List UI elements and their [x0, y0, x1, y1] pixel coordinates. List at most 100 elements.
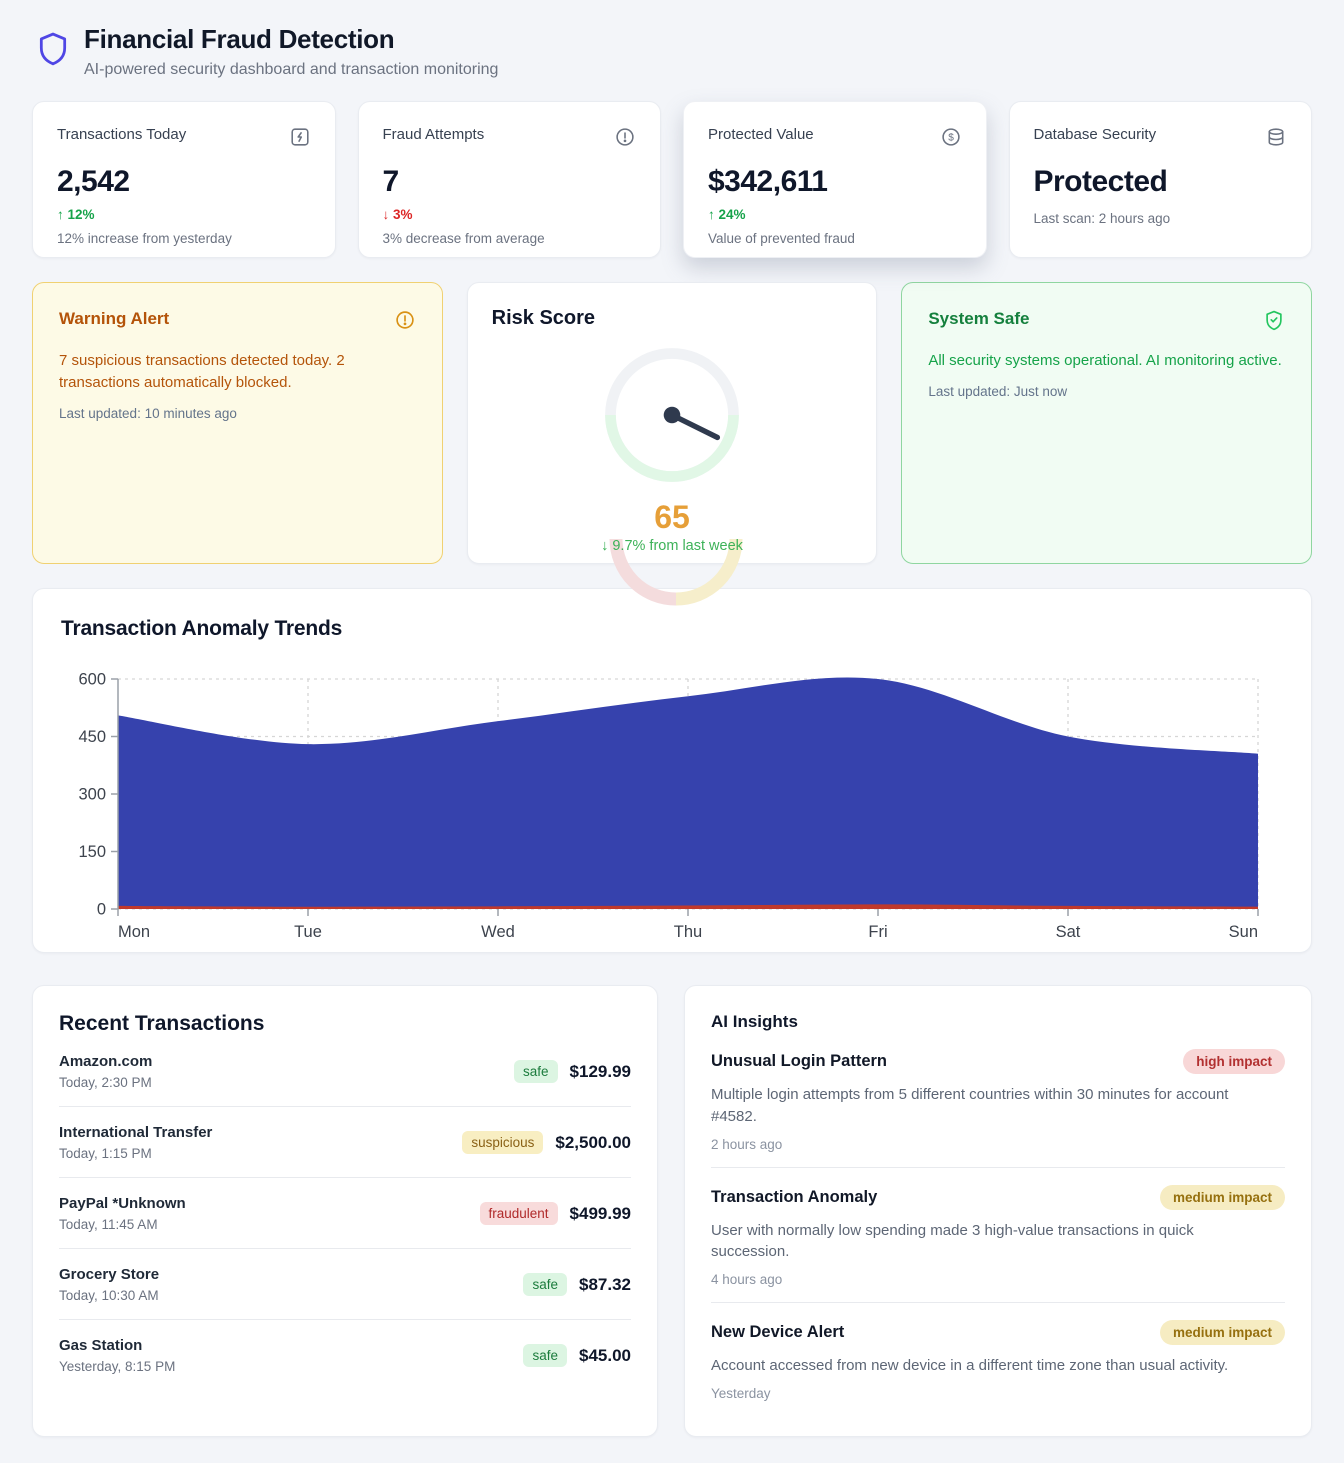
transaction-amount: $2,500.00 [555, 1132, 631, 1152]
insight-title: Transaction Anomaly [711, 1187, 878, 1206]
stat-card-protected-value[interactable]: Protected Value $ $342,611 ↑ 24% Value o… [683, 101, 987, 258]
chart-title: Transaction Anomaly Trends [61, 617, 343, 640]
shield-check-icon [1263, 309, 1285, 336]
svg-text:150: 150 [78, 843, 106, 861]
stat-caption: 3% decrease from average [382, 231, 545, 246]
warning-alert-title: Warning Alert [59, 309, 170, 328]
transaction-row[interactable]: Grocery Store Today, 10:30 AM safe $87.3… [59, 1249, 631, 1320]
gauge-hub [663, 406, 681, 424]
stat-delta: ↑ 24% [708, 207, 746, 222]
risk-score-title: Risk Score [491, 307, 596, 329]
stat-card-fraud-attempts[interactable]: Fraud Attempts 7 ↓ 3% 3% decrease from a… [357, 101, 661, 258]
insight-time: 2 hours ago [711, 1136, 783, 1152]
transaction-time: Today, 10:30 AM [59, 1288, 159, 1303]
system-safe-updated: Last updated: Just now [928, 383, 1068, 399]
page-title: Financial Fraud Detection [84, 24, 395, 54]
transaction-amount: $499.99 [569, 1203, 631, 1223]
ai-insights-panel: AI Insights Unusual Login Pattern high i… [684, 985, 1312, 1437]
transaction-time: Today, 1:15 PM [59, 1146, 152, 1161]
stat-caption: Last scan: 2 hours ago [1033, 211, 1171, 226]
stat-value: $342,611 [708, 165, 828, 198]
transactions-list: Amazon.com Today, 2:30 PM safe $129.99 I… [59, 1036, 631, 1390]
insight-item[interactable]: New Device Alert medium impact Account a… [711, 1303, 1285, 1416]
transaction-name: Gas Station [59, 1337, 143, 1354]
insight-item[interactable]: Transaction Anomaly medium impact User w… [711, 1168, 1285, 1303]
risk-gauge [492, 332, 853, 503]
svg-text:450: 450 [78, 728, 106, 746]
transaction-amount: $129.99 [569, 1061, 631, 1081]
system-safe-title: System Safe [928, 309, 1030, 328]
warning-alert-circle-icon [394, 309, 416, 336]
transaction-name: Amazon.com [59, 1053, 153, 1070]
risk-score-change: ↓ 9.7% from last week [601, 538, 743, 554]
gauge-needle [669, 412, 721, 441]
stat-delta: ↓ 3% [382, 207, 413, 222]
activity-square-icon [289, 126, 311, 153]
transaction-name: Grocery Store [59, 1266, 160, 1283]
system-safe-message: All security systems operational. AI mon… [928, 352, 1282, 369]
status-badge: safe [523, 1273, 567, 1296]
bottom-row: Recent Transactions Amazon.com Today, 2:… [32, 985, 1312, 1437]
stat-card-transactions-today[interactable]: Transactions Today 2,542 ↑ 12% 12% incre… [32, 101, 336, 258]
stat-label: Database Security [1033, 126, 1157, 143]
page-header: Financial Fraud Detection AI-powered sec… [32, 24, 1312, 79]
stat-value: 2,542 [57, 165, 130, 198]
stat-card-database-security[interactable]: Database Security Protected Last scan: 2… [1008, 101, 1312, 258]
insights-list: Unusual Login Pattern high impact Multip… [711, 1032, 1285, 1416]
transaction-row[interactable]: Amazon.com Today, 2:30 PM safe $129.99 [59, 1036, 631, 1107]
svg-text:Thu: Thu [674, 923, 702, 941]
risk-score-card: Risk Score 65 ↓ 9.7% from last week [466, 282, 878, 606]
dollar-circle-icon: $ [940, 126, 962, 153]
page-subtitle: AI-powered security dashboard and transa… [84, 61, 499, 78]
impact-badge: high impact [1183, 1049, 1285, 1074]
insight-body: User with normally low spending made 3 h… [711, 1221, 1194, 1261]
stat-label: Protected Value [708, 126, 814, 143]
svg-text:Tue: Tue [294, 923, 322, 941]
transaction-time: Today, 2:30 PM [59, 1075, 152, 1090]
stat-caption: Value of prevented fraud [708, 231, 855, 246]
warning-alert-updated: Last updated: 10 minutes ago [59, 405, 237, 421]
shield-icon [36, 30, 70, 75]
risk-score-value: 65 [654, 499, 690, 535]
stat-delta: ↑ 12% [57, 207, 95, 222]
recent-transactions-title: Recent Transactions [59, 1012, 265, 1035]
svg-text:Mon: Mon [118, 923, 150, 941]
insight-body: Account accessed from new device in a di… [711, 1357, 1229, 1374]
status-badge: suspicious [462, 1131, 544, 1154]
transaction-amount: $87.32 [579, 1274, 631, 1294]
stat-label: Transactions Today [57, 126, 187, 143]
warning-alert-message: 7 suspicious transactions detected today… [59, 352, 345, 391]
insight-title: New Device Alert [711, 1323, 845, 1341]
transaction-name: International Transfer [59, 1124, 213, 1141]
status-badge: safe [523, 1344, 567, 1367]
status-badge: fraudulent [479, 1202, 558, 1225]
svg-text:300: 300 [78, 786, 106, 804]
transaction-row[interactable]: Gas Station Yesterday, 8:15 PM safe $45.… [59, 1320, 631, 1390]
insight-title: Unusual Login Pattern [711, 1052, 888, 1070]
impact-badge: medium impact [1159, 1184, 1285, 1210]
database-icon [1265, 126, 1287, 153]
stat-value: Protected [1033, 165, 1168, 198]
svg-text:Sun: Sun [1229, 923, 1258, 941]
svg-text:$: $ [948, 132, 954, 143]
insight-time: 4 hours ago [711, 1272, 783, 1287]
stat-value: 7 [382, 165, 400, 198]
insight-time: Yesterday [711, 1385, 771, 1401]
system-safe-card: System Safe All security systems operati… [901, 282, 1312, 564]
anomaly-trends-card: Transaction Anomaly Trends 0 150 300 450 600… [32, 588, 1312, 953]
anomaly-chart-svg: 0 150 300 450 600 Mon Tue Wed Thu Fri Sat Sun [78, 671, 1259, 941]
transaction-time: Yesterday, 8:15 PM [59, 1359, 176, 1374]
stats-row: Transactions Today 2,542 ↑ 12% 12% incre… [32, 101, 1312, 258]
transaction-name: PayPal *Unknown [59, 1195, 186, 1212]
alerts-row: Warning Alert 7 suspicious transactions … [32, 282, 1312, 606]
svg-text:0: 0 [97, 901, 106, 919]
transaction-row[interactable]: PayPal *Unknown Today, 11:45 AM fraudule… [59, 1178, 631, 1249]
status-badge: safe [514, 1060, 558, 1083]
alert-circle-icon [614, 126, 636, 153]
warning-alert-card: Warning Alert 7 suspicious transactions … [32, 282, 443, 564]
svg-text:600: 600 [78, 671, 106, 689]
insight-item[interactable]: Unusual Login Pattern high impact Multip… [711, 1032, 1285, 1168]
transaction-amount: $45.00 [579, 1345, 631, 1365]
transaction-row[interactable]: International Transfer Today, 1:15 PM su… [59, 1107, 631, 1178]
gauge-green-arc [605, 414, 739, 482]
